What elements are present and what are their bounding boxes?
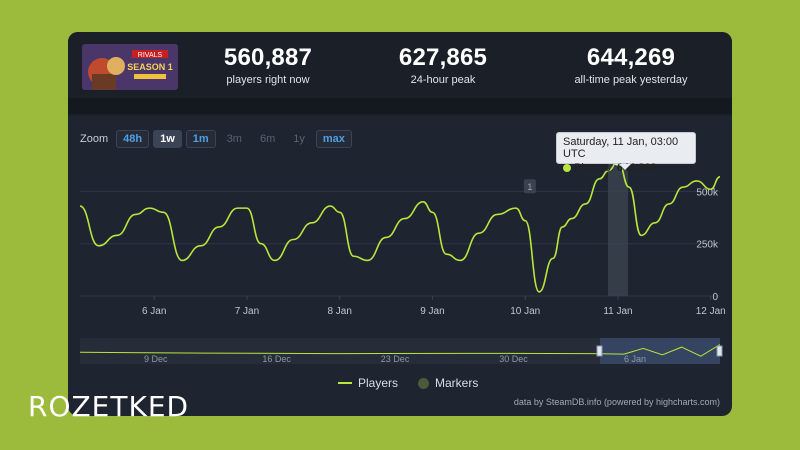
marker-flag bbox=[523, 179, 536, 194]
players-line-chart[interactable]: 0 250k 500k 6 Jan 7 Jan 8 Jan 9 Jan 10 Jan 11 Ja… bbox=[68, 32, 732, 416]
tooltip-date: Saturday, 11 Jan, 03:00 UTC bbox=[563, 136, 679, 160]
x-tick-label: 8 Jan bbox=[327, 306, 351, 317]
y-tick-label: 0 bbox=[712, 292, 718, 303]
game-thumbnail[interactable]: RIVALS SEASON 1 bbox=[82, 44, 178, 90]
players-now-value: 560,887 bbox=[223, 44, 313, 71]
navigator-tick-label: 30 Dec bbox=[499, 354, 528, 364]
navigator-tick-label: 16 Dec bbox=[262, 354, 291, 364]
peak-24h-label: 24-hour peak bbox=[410, 74, 476, 86]
navigator-left-handle bbox=[596, 345, 603, 357]
navigator-series-line bbox=[79, 344, 721, 357]
steamdb-chart-card: RIVALS SEASON 1 560,887 players right no… bbox=[68, 32, 732, 416]
stats-header: RIVALS SEASON 1 560,887 players right no… bbox=[68, 32, 732, 116]
stat-24h-peak: 627,865 24-hour peak bbox=[373, 44, 513, 86]
peak-24h-value: 627,865 bbox=[398, 44, 488, 71]
navigator-tick-label: 6 Jan bbox=[624, 354, 646, 364]
stat-players-now: 560,887 players right now bbox=[198, 44, 338, 86]
players-now-label: players right now bbox=[226, 74, 310, 86]
all-time-peak-value: 644,269 bbox=[586, 44, 676, 71]
navigator-tick-label: 23 Dec bbox=[381, 354, 410, 364]
zoom-controls: Zoom 48h 1w 1m 3m 6m 1y max bbox=[80, 130, 352, 148]
legend-markers[interactable]: Markers bbox=[418, 376, 478, 390]
chart-credit[interactable]: data by SteamDB.info (powered by highcha… bbox=[513, 397, 720, 407]
x-tick-label: 9 Jan bbox=[420, 306, 444, 317]
zoom-1y-button: 1y bbox=[293, 133, 305, 145]
x-tick-label: 6 Jan bbox=[142, 306, 166, 317]
players-series-line bbox=[79, 160, 721, 293]
zoom-48h-button[interactable]: 48h bbox=[116, 130, 150, 148]
marker-swatch-icon bbox=[418, 377, 430, 389]
zoom-1m-button[interactable]: 1m bbox=[185, 130, 216, 148]
navigator-selection bbox=[600, 338, 720, 364]
y-tick-label: 250k bbox=[696, 240, 719, 251]
chart-tooltip: Saturday, 11 Jan, 03:00 UTC Players: 644… bbox=[556, 132, 696, 174]
marker-flag-label: 1 bbox=[527, 182, 532, 192]
zoom-6m-button: 6m bbox=[259, 133, 276, 145]
svg-text:RIVALS: RIVALS bbox=[138, 52, 163, 59]
zoom-3m-button: 3m bbox=[226, 133, 242, 145]
x-tick-label: 12 Jan bbox=[696, 306, 726, 317]
navigator-tick-label: 9 Dec bbox=[144, 354, 168, 364]
x-tick-label: 7 Jan bbox=[235, 306, 259, 317]
zoom-max-button[interactable]: max bbox=[315, 130, 352, 148]
watermark-logo: ROZETKED bbox=[28, 390, 190, 423]
navigator-right-handle bbox=[716, 345, 723, 357]
all-time-peak-label: all-time peak yesterday bbox=[574, 74, 688, 86]
series-dot-icon bbox=[563, 164, 571, 172]
zoom-label: Zoom bbox=[80, 133, 109, 145]
tooltip-arrow bbox=[619, 164, 631, 170]
tooltip-series-label: Players: bbox=[574, 162, 614, 174]
line-swatch-icon bbox=[338, 382, 352, 384]
chart-legend: Players Markers bbox=[338, 376, 478, 390]
legend-players[interactable]: Players bbox=[338, 376, 398, 390]
zoom-1w-button[interactable]: 1w bbox=[153, 130, 182, 148]
legend-markers-label: Markers bbox=[435, 376, 479, 390]
x-tick-label: 11 Jan bbox=[603, 306, 632, 317]
stat-all-time-peak: 644,269 all-time peak yesterday bbox=[556, 44, 706, 86]
thumbnail-caption: SEASON 1 bbox=[127, 62, 173, 72]
legend-players-label: Players bbox=[358, 376, 399, 390]
header-divider bbox=[68, 98, 732, 114]
x-tick-label: 10 Jan bbox=[510, 306, 540, 317]
y-tick-label: 500k bbox=[696, 187, 719, 198]
hover-band bbox=[607, 156, 628, 296]
